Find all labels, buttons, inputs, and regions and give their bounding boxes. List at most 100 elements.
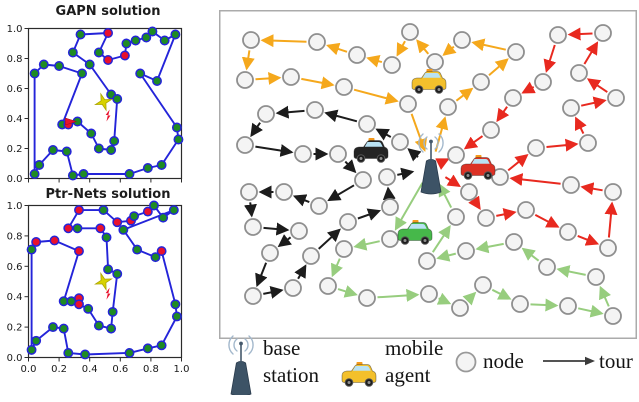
node — [426, 53, 444, 71]
node — [358, 115, 376, 133]
node — [339, 213, 357, 231]
city-point-green — [135, 68, 146, 79]
node — [451, 299, 469, 317]
car-window — [364, 142, 383, 147]
node — [607, 89, 625, 107]
node — [306, 101, 324, 119]
city-point-green — [112, 94, 123, 104]
tour-red-edge — [507, 153, 529, 172]
car-wheel-hub — [403, 239, 407, 242]
base-station-body — [420, 158, 442, 195]
city-point-green — [93, 320, 104, 331]
signal-wave-icon — [423, 136, 428, 150]
pointer-icon — [65, 117, 78, 126]
tour-yellow-edge — [442, 42, 457, 56]
flash-icon — [105, 109, 111, 122]
tour-red-edge — [543, 44, 557, 73]
tour-black-edge — [342, 159, 357, 174]
tour-red-edge — [521, 81, 536, 94]
city-point-green — [171, 122, 182, 133]
node — [381, 230, 399, 248]
base-station-body — [230, 360, 252, 395]
tour-red-edge — [444, 174, 461, 187]
tour-yellow-edge — [255, 71, 282, 85]
tour-red-edge — [534, 214, 560, 228]
city-point-red — [156, 246, 167, 257]
city-point-green — [63, 347, 74, 358]
tour-black-edge — [357, 208, 382, 221]
city-point-green — [84, 59, 95, 70]
node — [477, 209, 495, 227]
node — [282, 68, 300, 86]
node — [308, 33, 326, 51]
signal-wave-icon — [434, 136, 439, 150]
city-point-green — [124, 169, 135, 179]
signal-wave-icon — [248, 335, 254, 355]
tour-green-edge — [491, 287, 512, 300]
city-point-red — [103, 28, 114, 38]
city-point-green — [168, 205, 179, 216]
y-tick-label: 0.4 — [7, 114, 23, 125]
tour-green-edge — [475, 240, 504, 254]
tour-black-edge — [382, 186, 396, 201]
city-point-green — [93, 143, 104, 154]
legend-agent-line1: mobile — [385, 336, 444, 360]
tour-green-edge — [330, 258, 343, 278]
city-point-green — [26, 344, 37, 355]
node — [594, 24, 612, 42]
signal-wave-icon — [438, 133, 444, 153]
base-station — [228, 335, 254, 395]
node — [381, 198, 399, 216]
city-point-green — [80, 349, 91, 360]
tour-green-edge — [436, 292, 452, 305]
x-tick-label: 0.2 — [51, 364, 67, 375]
node — [378, 168, 396, 186]
city-point-green — [34, 160, 45, 170]
city-point-red — [103, 55, 114, 65]
tour-black-edge — [327, 184, 355, 202]
tour-arrow-icon — [543, 356, 595, 366]
city-point-green — [103, 264, 114, 275]
signal-wave-icon — [418, 133, 424, 153]
city-point-green — [141, 32, 152, 43]
tour-green-edge — [377, 288, 420, 302]
city-point-green — [29, 169, 40, 179]
node — [418, 252, 436, 270]
city-point-green — [118, 224, 129, 235]
node — [335, 240, 353, 258]
y-tick-label: 1.0 — [7, 24, 23, 35]
node — [240, 183, 258, 201]
legend-base-line2: station — [263, 363, 319, 387]
node — [511, 295, 529, 313]
y-tick-label: 0.0 — [7, 353, 23, 364]
city-point-green — [159, 35, 170, 46]
node — [284, 279, 302, 297]
city-point-green — [121, 38, 132, 49]
city-point-green — [129, 211, 140, 222]
node — [447, 208, 465, 226]
city-point-green — [112, 268, 123, 279]
tour-red-edge — [577, 233, 600, 246]
tour-yellow-edge — [410, 113, 427, 152]
y-tick-label: 0.0 — [7, 174, 23, 184]
node — [562, 99, 580, 117]
legend-node-label: node — [483, 348, 524, 375]
node — [294, 145, 312, 163]
mobile-agent-black-car — [353, 138, 389, 163]
y-tick-label: 1.0 — [7, 201, 23, 212]
tour-path — [33, 30, 180, 177]
signal-wave-icon — [228, 335, 234, 355]
node — [302, 247, 320, 265]
tour-red-edge — [546, 138, 579, 152]
node — [244, 287, 262, 305]
car-wheel-hub — [423, 239, 427, 242]
y-tick-label: 0.8 — [7, 54, 23, 65]
city-point-red — [63, 223, 74, 234]
node — [399, 95, 417, 113]
car-wheel-hub — [347, 381, 351, 384]
tour-black-edge — [250, 122, 263, 138]
node — [482, 121, 500, 139]
mobile-agent-legend-car — [341, 362, 377, 387]
city-point-green — [38, 59, 49, 70]
tour-black-edges — [243, 105, 422, 299]
